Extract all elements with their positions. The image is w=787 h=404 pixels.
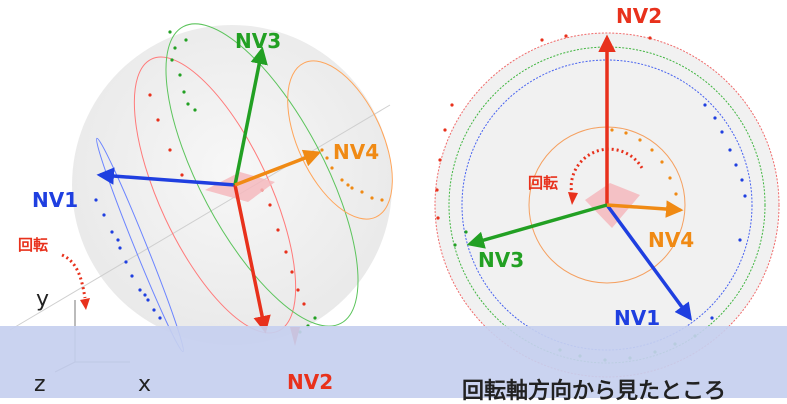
- left-points-orange: [320, 148, 384, 202]
- right-label-nv4: NV4: [648, 228, 695, 252]
- right-vector-nv1: [605, 203, 693, 321]
- right-vector-nv4: [606, 200, 684, 218]
- right-rotation-label: 回転: [528, 174, 559, 192]
- left-axis-y-label: y: [36, 287, 50, 312]
- bottom-caption-band: [0, 326, 787, 398]
- left-rotation-label: 回転: [18, 236, 49, 254]
- right-label-nv2: NV2: [616, 4, 663, 28]
- left-label-nv2: NV2: [287, 370, 334, 394]
- left-vector-nv2: [233, 184, 271, 334]
- caption-text: 回転軸方向から見たところ: [462, 379, 727, 404]
- left-label-nv1: NV1: [32, 188, 79, 212]
- right-points-blue: [703, 103, 747, 320]
- right-orbit-green: [448, 46, 766, 364]
- right-rotation-arrowhead: [568, 192, 578, 205]
- right-label-nv3: NV3: [478, 248, 525, 272]
- left-vector-nv4: [234, 149, 322, 187]
- left-axis-line: [9, 104, 391, 331]
- right-vector-nv3: [466, 203, 608, 249]
- left-axis-x-label: x: [138, 372, 152, 397]
- left-points-blue: [94, 198, 162, 320]
- left-vector-nv3: [233, 46, 268, 186]
- left-rotation-arrow: [61, 253, 87, 299]
- left-rotation-arrowhead: [80, 298, 90, 310]
- right-label-nv1: NV1: [614, 306, 661, 330]
- left-label-nv4: NV4: [333, 140, 380, 164]
- left-orbit-green: [165, 23, 359, 327]
- right-points-red: [435, 34, 652, 220]
- left-center-plate: [205, 172, 275, 202]
- left-vector-nv1: [96, 167, 236, 187]
- left-3d-view: [9, 23, 393, 373]
- left-label-nv3: NV3: [235, 29, 282, 53]
- left-points-green: [168, 30, 317, 334]
- left-axis-z-label: z: [34, 372, 46, 397]
